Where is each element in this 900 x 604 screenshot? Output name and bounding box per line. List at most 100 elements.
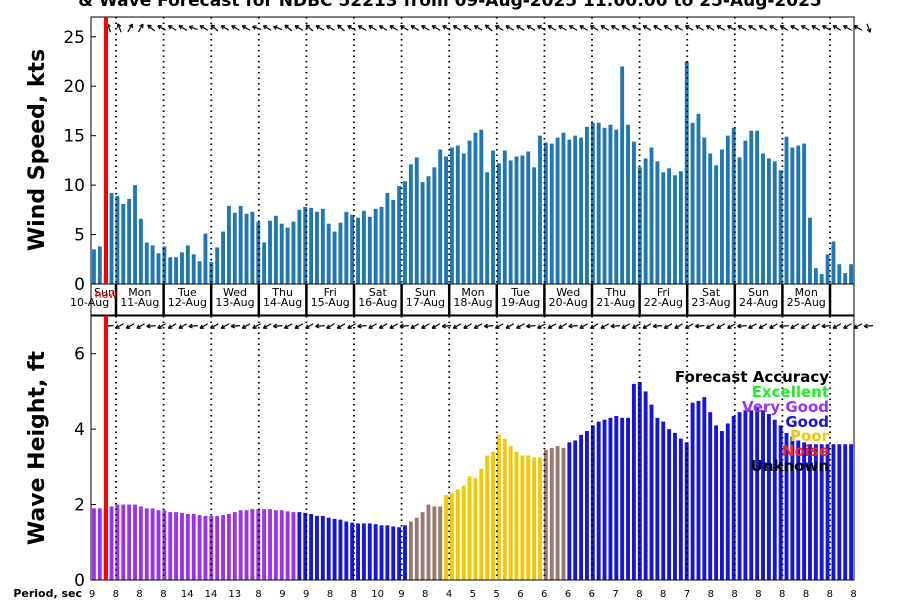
wave-bar [397, 527, 401, 580]
wave-bar [743, 410, 747, 580]
wave-direction-arrow [854, 324, 862, 329]
wave-direction-arrow [738, 324, 747, 328]
wave-bar [491, 452, 495, 580]
wind-bar [268, 221, 272, 284]
wave-direction-arrow [179, 324, 187, 329]
wind-bar [708, 153, 712, 284]
wave-bar [174, 512, 178, 580]
wind-bar [485, 172, 489, 284]
period-value: 4 [446, 589, 452, 600]
wave-bar [456, 489, 460, 580]
wind-bar [256, 222, 260, 284]
wind-direction-arrow [306, 25, 313, 31]
wave-bar [650, 405, 654, 580]
wave-bar [427, 505, 431, 580]
wind-bar [438, 150, 442, 284]
wind-bar [573, 136, 577, 284]
wave-bar [280, 510, 284, 580]
wave-bar [679, 439, 683, 580]
wind-direction-arrow [867, 24, 871, 32]
wave-bar [585, 431, 589, 580]
wave-bar [556, 446, 560, 580]
wave-direction-arrow [801, 324, 809, 329]
wave-bar [151, 508, 155, 580]
wave-bar [92, 508, 96, 580]
wave-bar [579, 435, 583, 580]
wind-bar [474, 133, 478, 284]
day-date-label: 22-Aug [644, 296, 683, 309]
wave-y-tick-label: 2 [74, 496, 85, 516]
wave-y-axis-label: Wave Height, ft [25, 350, 50, 545]
period-value: 6 [517, 589, 523, 600]
wind-bar [526, 151, 530, 284]
period-value: 8 [113, 589, 119, 600]
wind-bar [157, 253, 161, 284]
wind-bar [608, 125, 612, 284]
wind-bar [186, 245, 190, 284]
wave-direction-arrow [548, 324, 556, 329]
wind-direction-arrow [316, 26, 324, 31]
wind-bar [344, 212, 348, 284]
wind-direction-arrow [474, 26, 482, 31]
day-date-label: 15-Aug [311, 296, 350, 309]
wave-direction-arrow [242, 324, 250, 329]
wave-y-tick-label: 6 [74, 345, 85, 365]
day-label-strip: Sun10-AugMon11-AugTue12-AugWed13-AugThu1… [70, 284, 854, 315]
wind-direction-arrow [801, 26, 809, 31]
wind-bar [550, 144, 554, 284]
wind-bar [808, 218, 812, 284]
wind-bar [802, 144, 806, 284]
wave-bar [444, 495, 448, 580]
wind-bar [227, 206, 231, 284]
wind-bar [303, 207, 307, 284]
wind-bar [509, 160, 513, 284]
wind-bar [667, 168, 671, 284]
wave-bar [215, 516, 219, 580]
wind-direction-arrow [527, 26, 535, 31]
wave-direction-arrow [453, 324, 461, 329]
wave-bar [726, 423, 730, 580]
wind-direction-arrow [517, 26, 525, 31]
wave-bar [603, 420, 607, 580]
wave-direction-arrow [601, 324, 609, 329]
wave-direction-arrow [464, 324, 472, 329]
wave-bar [145, 508, 149, 580]
wind-bar [826, 254, 830, 284]
wind-direction-arrow [411, 26, 419, 31]
wave-bar [327, 518, 331, 580]
wind-bar [309, 208, 313, 284]
wave-bar [608, 418, 612, 580]
wind-direction-arrow [327, 26, 335, 31]
wave-direction-arrow [358, 324, 367, 328]
wind-direction-arrow [179, 26, 187, 31]
wind-bar [292, 222, 296, 284]
wave-bar [515, 452, 519, 580]
period-value: 9 [303, 589, 309, 600]
wind-bar [450, 148, 454, 284]
period-value: 10 [371, 589, 384, 600]
wave-direction-arrow [685, 324, 693, 329]
wind-bar [702, 138, 706, 284]
wind-direction-arrow [338, 25, 345, 31]
wind-bar [644, 158, 648, 284]
wave-bar [843, 444, 847, 580]
wave-direction-arrow [327, 324, 335, 329]
wave-bar [655, 418, 659, 580]
day-date-label: 13-Aug [215, 296, 254, 309]
wind-bar [720, 150, 724, 284]
period-value: 6 [589, 589, 595, 600]
wind-direction-arrow [128, 24, 133, 32]
wind-bar [790, 148, 794, 284]
wave-bar [702, 397, 706, 580]
wave-direction-arrow [295, 324, 303, 329]
wave-direction-arrow [580, 324, 588, 329]
wave-bar [432, 506, 436, 580]
wave-bar [485, 456, 489, 580]
wave-bar [192, 514, 196, 580]
wave-bar [221, 515, 225, 580]
wind-bar [603, 128, 607, 284]
wave-bar [110, 506, 114, 580]
wind-bar [468, 141, 472, 284]
